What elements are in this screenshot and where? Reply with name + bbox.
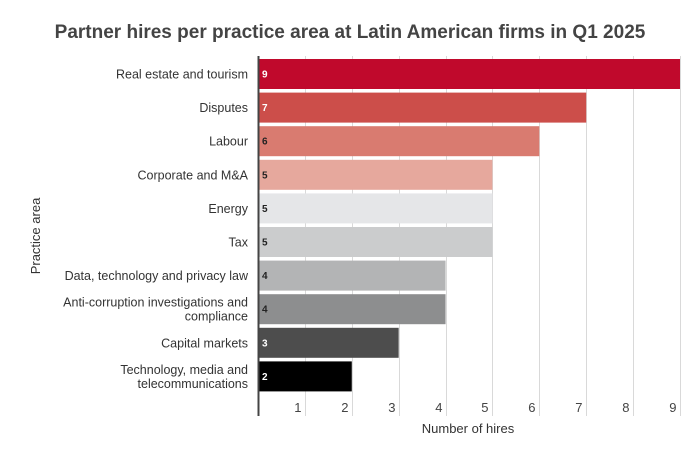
bar	[258, 227, 493, 257]
data-label: 6	[262, 137, 268, 148]
x-tick-label: 9	[669, 400, 676, 415]
category-label: Anti-corruption investigations and	[63, 296, 248, 310]
category-label: Data, technology and privacy law	[65, 269, 249, 283]
data-label: 3	[262, 338, 268, 349]
bar	[258, 92, 587, 123]
bar	[258, 59, 680, 89]
bar	[258, 193, 493, 224]
category-label: Disputes	[199, 101, 248, 115]
data-label: 4	[262, 305, 268, 316]
x-axis-label: Number of hires	[422, 421, 515, 436]
data-label: 5	[262, 204, 268, 215]
chart-title: Partner hires per practice area at Latin…	[55, 22, 646, 43]
x-tick-labels: 1 2 3 4 5 6 7 8 9	[294, 400, 676, 415]
x-tick-label: 5	[481, 400, 488, 415]
x-tick-label: 4	[435, 400, 442, 415]
bar	[258, 126, 540, 157]
category-label: Real estate and tourism	[116, 68, 248, 82]
category-labels: Real estate and tourism Disputes Labour Cor…	[63, 68, 249, 391]
category-label: Technology, media and	[120, 363, 248, 377]
x-tick-label: 1	[294, 400, 301, 415]
x-tick-label: 6	[528, 400, 535, 415]
category-label: Tax	[229, 236, 249, 250]
bar	[258, 361, 352, 392]
category-label: Labour	[209, 135, 248, 149]
category-label: Corporate and M&A	[138, 168, 249, 182]
y-axis-label: Practice area	[28, 197, 43, 274]
category-label: compliance	[185, 310, 248, 324]
x-tick-label: 2	[341, 400, 348, 415]
bar	[258, 327, 399, 358]
x-tick-label: 8	[622, 400, 629, 415]
data-label: 9	[262, 70, 268, 81]
x-tick-label: 3	[388, 400, 395, 415]
bar	[258, 294, 446, 325]
category-label: Capital markets	[161, 336, 248, 350]
bars: 9 7 6 5 5 5 4 4 3 2	[258, 59, 680, 392]
bar	[258, 159, 493, 190]
data-label: 5	[262, 170, 268, 181]
bar	[258, 260, 446, 291]
data-label: 2	[262, 372, 268, 383]
x-tick-label: 7	[575, 400, 582, 415]
data-label: 7	[262, 103, 268, 114]
category-label: telecommunications	[138, 377, 248, 391]
data-label: 5	[262, 238, 268, 249]
category-label: Energy	[208, 202, 248, 216]
data-label: 4	[262, 271, 268, 282]
